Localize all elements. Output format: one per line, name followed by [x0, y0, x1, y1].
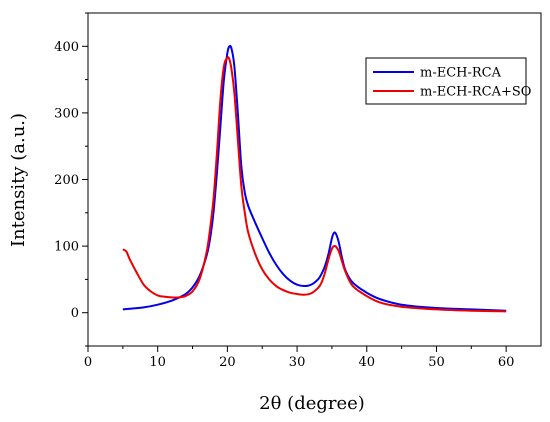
y-tick-label: 400	[54, 40, 79, 55]
legend: m-ECH-RCA m-ECH-RCA+SO	[365, 57, 531, 105]
x-tick-label: 50	[428, 355, 445, 370]
y-axis-title: Intensity (a.u.)	[8, 113, 29, 247]
x-axis-title: 2θ (degree)	[259, 393, 365, 414]
y-tick-label: 100	[54, 240, 79, 255]
y-tick-label: 0	[71, 306, 79, 321]
x-tick-label: 0	[84, 355, 92, 370]
x-tick-label: 40	[358, 355, 375, 370]
y-tick-label: 300	[54, 106, 79, 121]
y-axis-ticks: 0 100 200 300 400	[54, 12, 88, 347]
x-tick-label: 10	[149, 355, 166, 370]
x-tick-label: 60	[498, 355, 515, 370]
y-tick-label: 200	[54, 173, 79, 188]
legend-label: m-ECH-RCA+SO	[420, 85, 531, 100]
series-lines	[122, 44, 507, 313]
x-tick-label: 20	[219, 355, 236, 370]
x-axis-ticks: 0 10 20 30 40 50 60	[84, 346, 515, 370]
x-tick-label: 30	[289, 355, 306, 370]
legend-label: m-ECH-RCA	[420, 66, 502, 81]
series-line-m-ech-rca-so	[122, 56, 507, 313]
legend-box	[365, 57, 527, 105]
